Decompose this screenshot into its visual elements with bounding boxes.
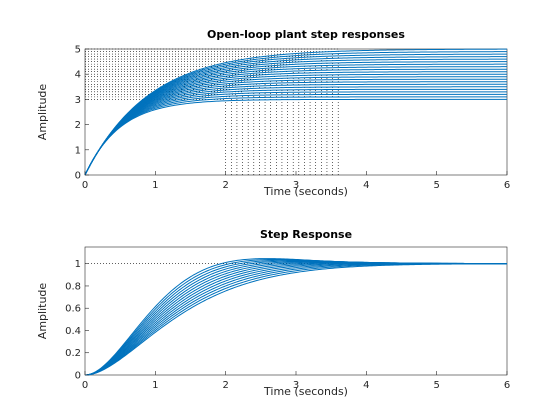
top-y-tick-label: 1 <box>75 145 81 156</box>
open-loop-response-line <box>84 83 507 176</box>
closed-loop-response-line <box>84 258 507 376</box>
bot-x-tick-label: 1 <box>152 380 158 391</box>
top-x-tick-label: 3 <box>293 180 299 191</box>
open-loop-response-line <box>84 93 507 176</box>
open-loop-response-line <box>84 91 507 176</box>
bot-y-tick-label: 0.2 <box>65 348 81 359</box>
top-x-tick-label: 1 <box>152 180 158 191</box>
open-loop-response-line <box>84 71 508 176</box>
top-x-tick-label: 6 <box>504 180 510 191</box>
bottom-y-ticks: 0 0.2 0.4 0.6 0.8 1 <box>65 259 89 382</box>
top-y-tick-label: 5 <box>75 45 81 56</box>
bottom-y-axis-label: Amplitude <box>36 283 49 340</box>
bot-x-tick-label: 2 <box>222 380 228 391</box>
open-loop-response-line <box>84 56 508 176</box>
bot-y-tick-label: 0.8 <box>65 281 81 292</box>
top-chart-title: Open-loop plant step responses <box>207 28 405 41</box>
open-loop-response-line <box>84 66 507 176</box>
bot-x-tick-label: 6 <box>504 380 510 391</box>
top-y-axis-label: Amplitude <box>36 84 49 141</box>
open-loop-response-line <box>84 68 507 176</box>
open-loop-response-line <box>84 73 507 176</box>
top-y-ticks: 0 1 2 3 4 5 <box>75 45 89 182</box>
bot-x-tick-label: 3 <box>293 380 299 391</box>
open-loop-response-line <box>84 76 508 176</box>
top-x-tick-label: 4 <box>363 180 369 191</box>
open-loop-response-line <box>84 88 507 176</box>
top-plot-area <box>84 48 508 176</box>
open-loop-response-line <box>84 81 507 176</box>
top-x-tick-label: 5 <box>433 180 439 191</box>
subplot-step-response: Step Response 0 1 2 3 4 5 6 0 0.2 0.4 0.6 0.8 1 Tim… <box>36 228 510 398</box>
bottom-chart-title: Step Response <box>260 228 352 241</box>
bot-y-tick-label: 0.4 <box>65 326 81 337</box>
bot-x-tick-label: 4 <box>363 380 369 391</box>
top-x-ticks: 0 1 2 3 4 5 6 <box>82 171 510 191</box>
top-x-tick-label: 2 <box>222 180 228 191</box>
open-loop-response-line <box>84 58 507 176</box>
top-y-tick-label: 2 <box>75 120 81 131</box>
top-x-axis-label: Time (seconds) <box>263 185 348 198</box>
top-y-tick-label: 4 <box>75 70 81 81</box>
open-loop-response-line <box>84 53 508 176</box>
top-y-tick-label: 0 <box>75 171 81 182</box>
bot-y-tick-label: 0 <box>75 371 81 382</box>
bot-y-tick-label: 0.6 <box>65 304 81 315</box>
open-loop-response-line <box>84 63 507 176</box>
bottom-x-axis-label: Time (seconds) <box>263 385 348 398</box>
open-loop-response-line <box>84 86 507 176</box>
open-loop-response-line <box>84 78 507 176</box>
subplot-open-loop: Open-loop plant step responses 0 1 2 3 4 5 6 0… <box>36 28 510 198</box>
open-loop-response-line <box>84 61 507 176</box>
open-loop-response-line <box>84 98 507 176</box>
bot-x-tick-label: 5 <box>433 380 439 391</box>
top-x-tick-label: 0 <box>82 180 88 191</box>
bot-x-tick-label: 0 <box>82 380 88 391</box>
open-loop-response-line <box>84 48 507 176</box>
open-loop-response-line <box>84 96 507 176</box>
top-y-tick-label: 3 <box>75 95 81 106</box>
bottom-response-curves <box>84 258 508 376</box>
top-response-curves <box>84 48 508 176</box>
bottom-x-ticks: 0 1 2 3 4 5 6 <box>82 371 510 391</box>
open-loop-response-line <box>84 51 507 176</box>
bot-y-tick-label: 1 <box>75 259 81 270</box>
